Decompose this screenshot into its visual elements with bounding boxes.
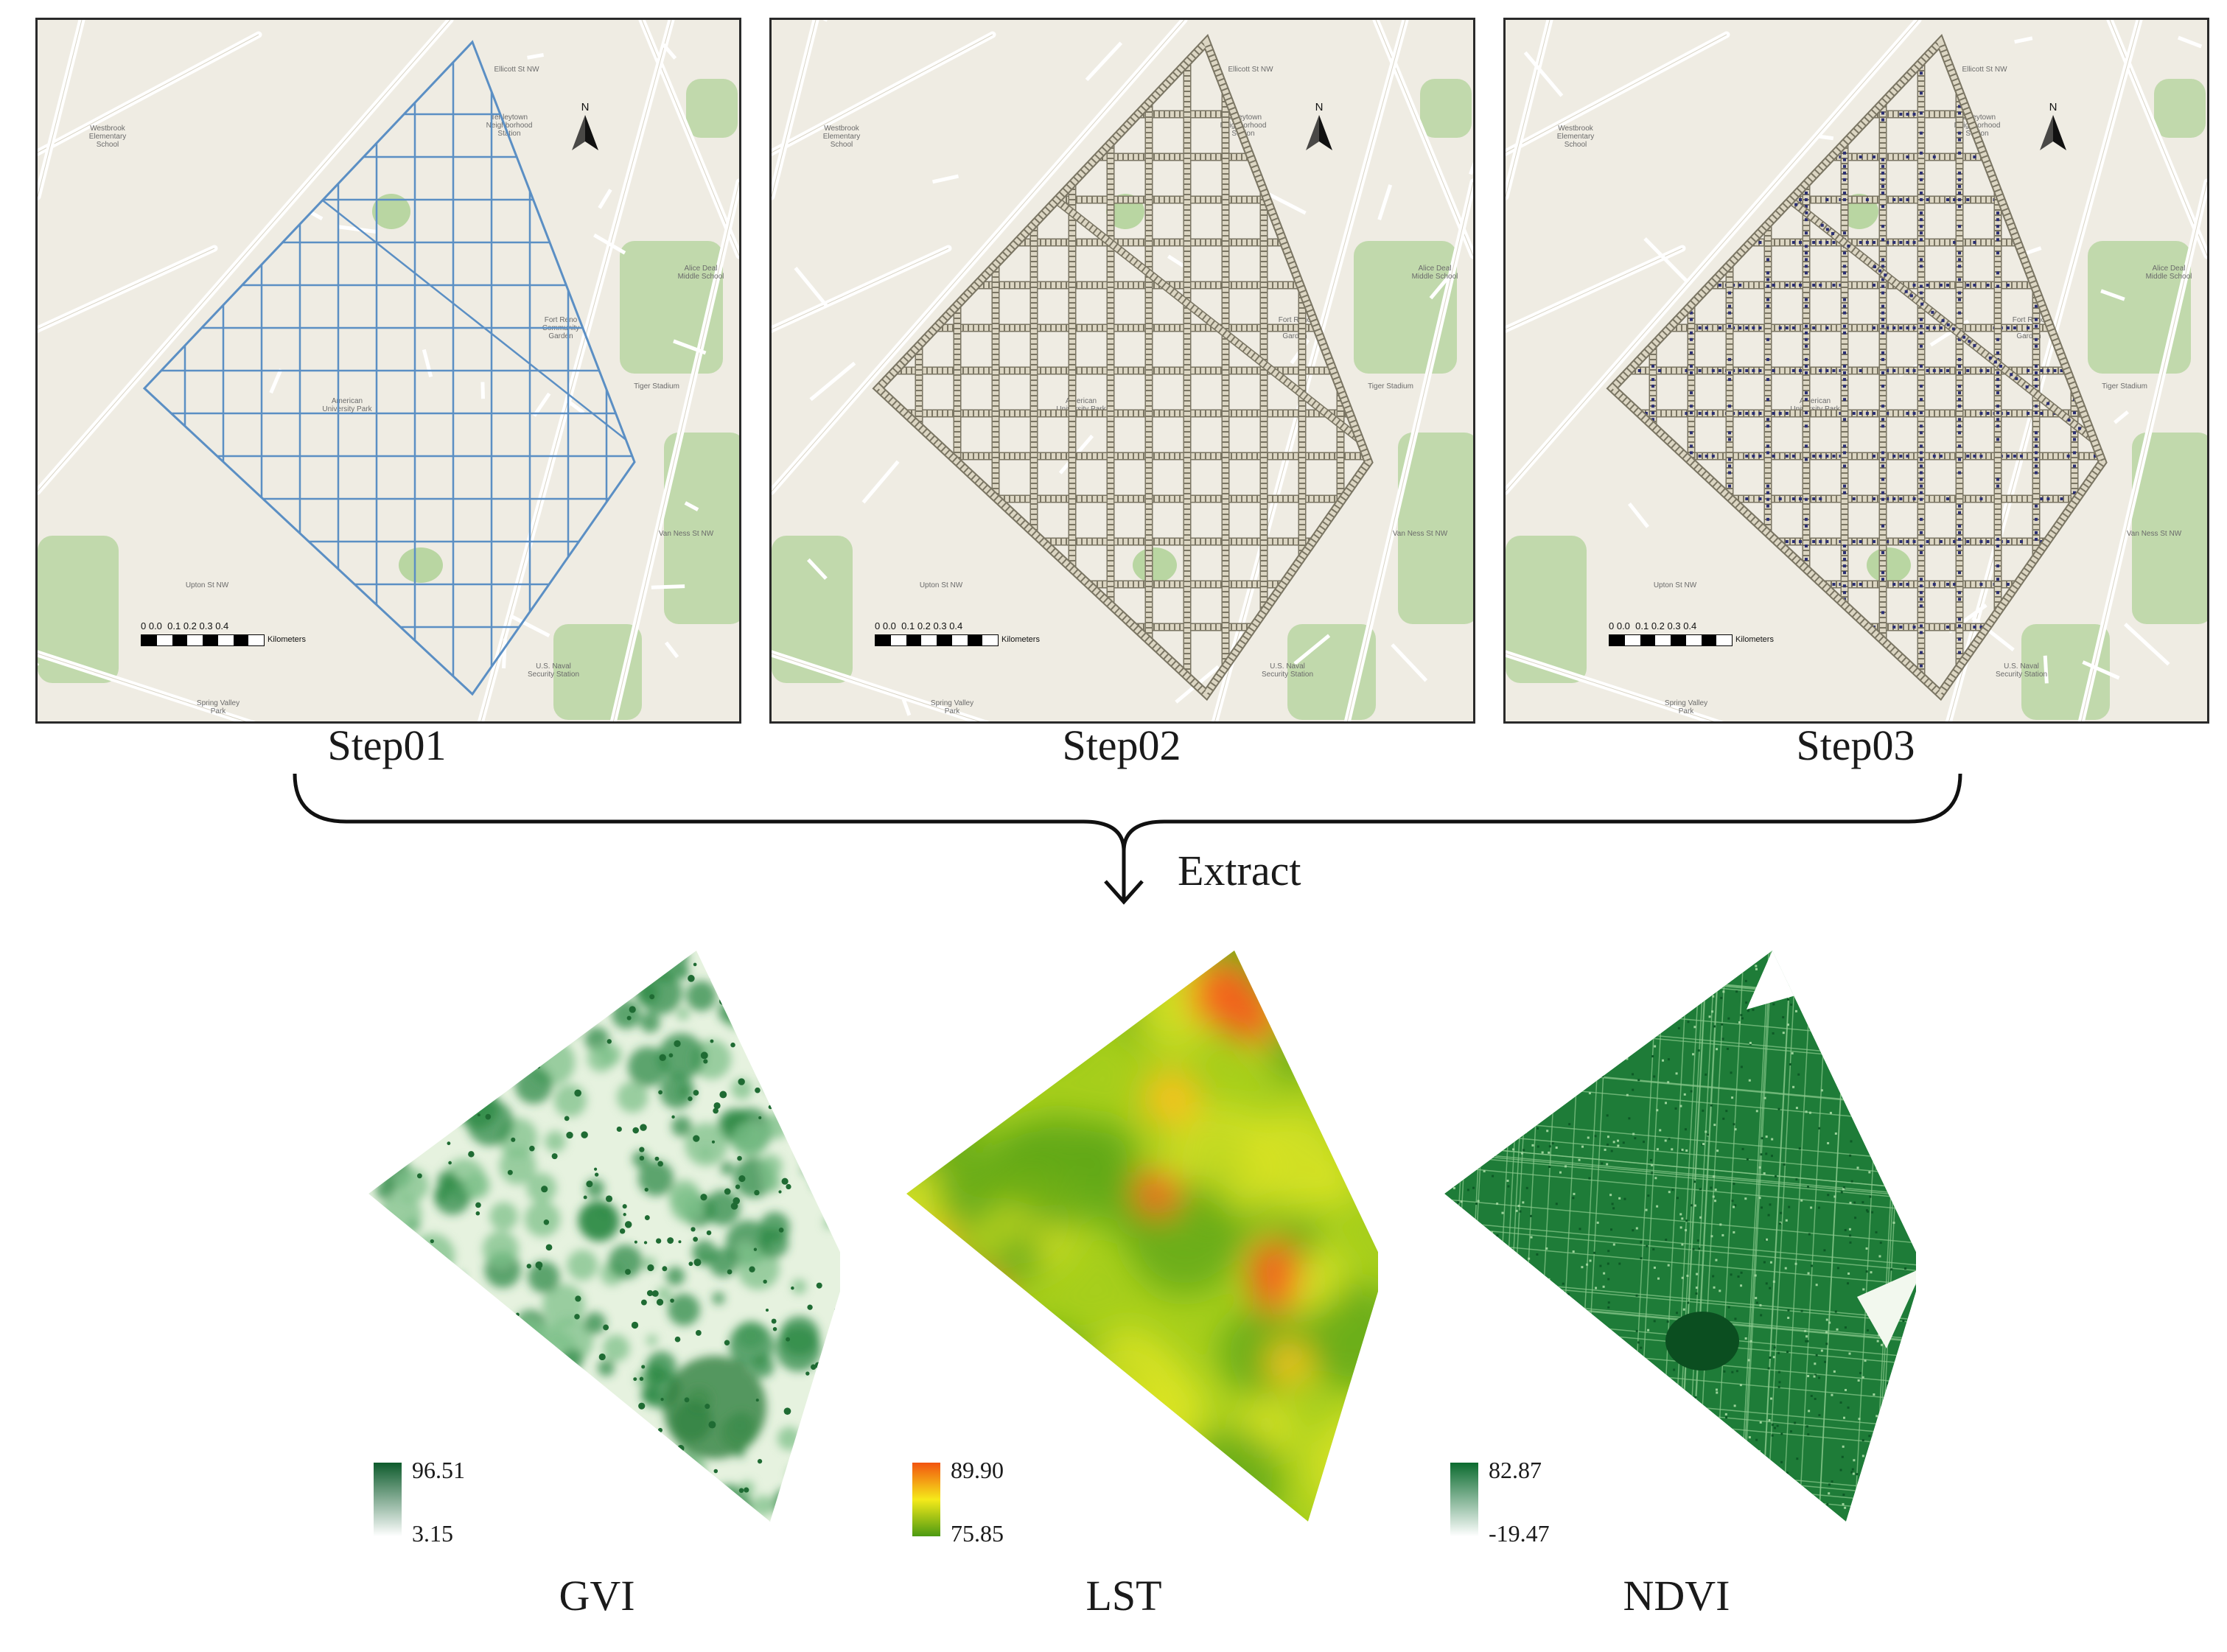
scale-bar: 0 0.0 0.1 0.2 0.3 0.4 Kilometers [1609, 620, 1774, 646]
map-place-label: U.S. Naval Security Station [528, 662, 579, 679]
legend-ndvi-max: 82.87 [1489, 1457, 1542, 1483]
legend-lst-max: 89.90 [951, 1457, 1004, 1483]
north-arrow-icon: N [2035, 101, 2072, 160]
raster-gvi [368, 951, 840, 1522]
map-place-label: Van Ness St NW [1393, 530, 1448, 538]
scale-bar: 0 0.0 0.1 0.2 0.3 0.4 Kilometers [141, 620, 306, 646]
map-place-label: Ellicott St NW [1962, 66, 2007, 74]
scale-unit: Kilometers [268, 635, 306, 644]
map-place-label: Ellicott St NW [494, 66, 539, 74]
ndvi-label: NDVI [1623, 1572, 1730, 1620]
gvi-label: GVI [559, 1572, 635, 1620]
map-place-label: Tiger Stadium [1368, 382, 1413, 391]
extract-label: Extract [1178, 847, 1301, 895]
map-panel-step01: Westbrook Elementary School Tenleytown Neigh… [35, 18, 741, 724]
map-place-label: Van Ness St NW [2127, 530, 2182, 538]
step03-label: Step03 [1796, 721, 1915, 769]
map-place-label: Westbrook Elementary School [823, 125, 861, 149]
map-place-label: Spring Valley Park [1665, 699, 1707, 715]
map-place-label: Upton St NW [186, 581, 229, 589]
map-place-label: Ellicott St NW [1228, 66, 1273, 74]
north-label: N [2049, 101, 2058, 113]
scale-unit: Kilometers [1001, 635, 1040, 644]
scale-ticks: 0 0.0 0.1 0.2 0.3 0.4 [875, 620, 963, 631]
map-place-label: Tenleytown Neighborhood Station [486, 113, 533, 138]
map-place-label: Upton St NW [920, 581, 963, 589]
scale-unit: Kilometers [1735, 635, 1774, 644]
map-place-label: Tiger Stadium [634, 382, 679, 391]
map-panel-step02: Westbrook Elementary School Tenleytown Neigh… [769, 18, 1475, 724]
step01-label: Step01 [327, 721, 447, 769]
map-place-label: U.S. Naval Security Station [1996, 662, 2047, 679]
map-place-label: Spring Valley Park [197, 699, 240, 715]
map-place-label: U.S. Naval Security Station [1262, 662, 1313, 679]
north-label: N [581, 101, 590, 113]
north-arrow-icon: N [1301, 101, 1338, 160]
lst-label: LST [1085, 1572, 1162, 1620]
map-place-label: Tiger Stadium [2102, 382, 2147, 391]
map-place-label: Westbrook Elementary School [89, 125, 127, 149]
basemap: Westbrook Elementary School Tenleytown Neigh… [38, 20, 739, 721]
north-label: N [1315, 101, 1324, 113]
legend-ndvi-ramp [1450, 1463, 1478, 1536]
raster-ndvi [1444, 951, 1916, 1522]
map-place-label: Westbrook Elementary School [1557, 125, 1595, 149]
step02-label: Step02 [1062, 721, 1181, 769]
scale-bar: 0 0.0 0.1 0.2 0.3 0.4 Kilometers [875, 620, 1040, 646]
legend-gvi-min: 3.15 [412, 1520, 453, 1547]
map-place-label: Alice Deal Middle School [678, 265, 724, 281]
extract-brace [293, 773, 1962, 905]
scale-ticks: 0 0.0 0.1 0.2 0.3 0.4 [141, 620, 229, 631]
map-place-label: Spring Valley Park [931, 699, 973, 715]
legend-gvi-ramp [374, 1463, 402, 1536]
legend-ndvi-min: -19.47 [1489, 1520, 1550, 1547]
north-arrow-icon: N [567, 101, 604, 160]
map-panel-step03: Westbrook Elementary School Tenleytown Neigh… [1503, 18, 2209, 724]
scale-ticks: 0 0.0 0.1 0.2 0.3 0.4 [1609, 620, 1697, 631]
map-place-label: Alice Deal Middle School [2146, 265, 2192, 281]
map-place-label: Alice Deal Middle School [1412, 265, 1458, 281]
raster-lst [906, 951, 1378, 1522]
legend-lst-ramp [912, 1463, 940, 1536]
legend-lst-min: 75.85 [951, 1520, 1004, 1547]
map-place-label: Van Ness St NW [659, 530, 714, 538]
legend-gvi-max: 96.51 [412, 1457, 465, 1483]
map-place-label: Upton St NW [1654, 581, 1697, 589]
